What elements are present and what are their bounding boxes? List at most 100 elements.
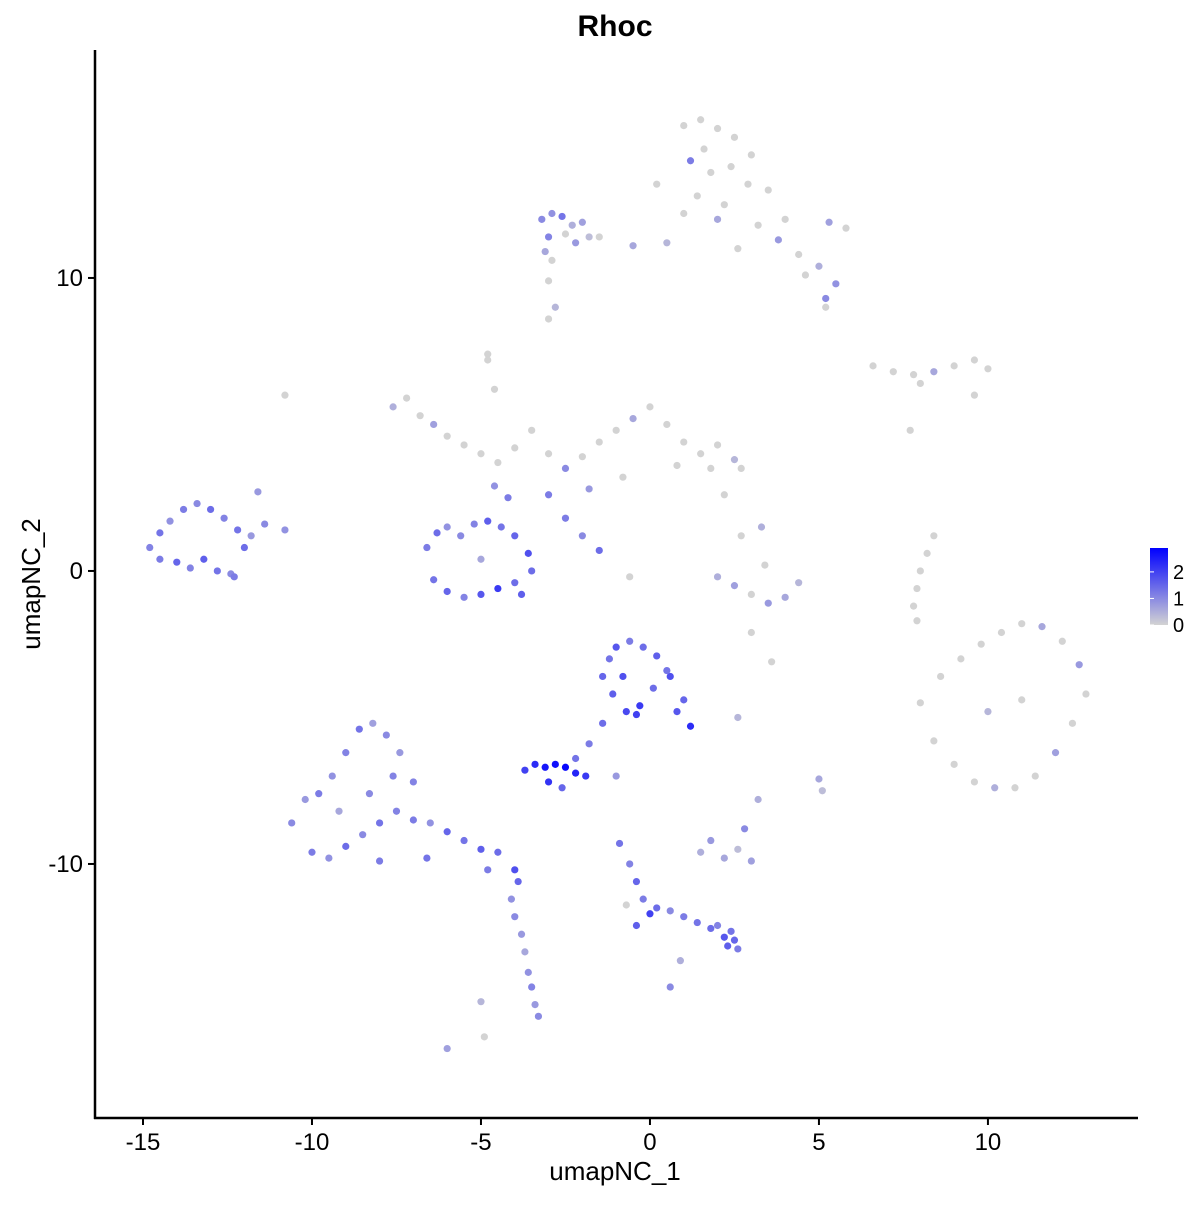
point — [484, 350, 492, 358]
point — [639, 643, 647, 651]
point — [720, 854, 728, 862]
point — [764, 186, 772, 194]
point — [680, 913, 688, 921]
point — [663, 239, 671, 247]
point — [666, 983, 674, 991]
point — [511, 913, 519, 921]
point — [548, 209, 556, 218]
point — [906, 426, 914, 434]
point — [146, 543, 154, 552]
point — [740, 825, 749, 833]
point — [680, 209, 688, 218]
point — [774, 236, 782, 244]
point — [375, 819, 384, 827]
point — [970, 778, 979, 786]
point — [930, 368, 938, 376]
point — [599, 719, 607, 727]
point — [622, 708, 630, 716]
point — [747, 151, 755, 159]
point — [747, 590, 755, 599]
point — [423, 543, 431, 552]
point — [325, 854, 333, 862]
point — [622, 901, 630, 909]
point — [561, 514, 570, 522]
point — [585, 233, 593, 241]
point — [494, 458, 502, 467]
point — [342, 749, 350, 757]
point — [909, 602, 918, 610]
point — [315, 790, 323, 798]
point — [984, 708, 992, 716]
point — [460, 836, 468, 845]
point — [409, 816, 417, 824]
point — [544, 450, 553, 458]
point — [686, 157, 695, 165]
point — [544, 778, 553, 786]
point — [206, 505, 215, 514]
point — [179, 505, 188, 514]
point — [457, 532, 465, 540]
point — [713, 441, 722, 449]
point — [680, 438, 688, 446]
point — [727, 163, 735, 171]
point — [713, 573, 722, 581]
point — [730, 133, 739, 141]
point — [605, 655, 614, 663]
point — [680, 696, 688, 704]
point — [430, 420, 438, 429]
point — [484, 356, 492, 364]
point — [261, 520, 269, 528]
point — [818, 787, 826, 795]
point — [517, 930, 526, 938]
point — [768, 658, 776, 666]
point — [504, 494, 512, 502]
point — [673, 461, 681, 470]
point — [673, 708, 681, 716]
point — [213, 567, 221, 575]
point — [619, 672, 627, 681]
point — [822, 303, 830, 311]
point — [534, 1012, 543, 1020]
point — [460, 441, 468, 449]
point — [997, 628, 1006, 637]
point — [720, 491, 728, 499]
point — [1031, 772, 1039, 780]
point — [686, 722, 695, 730]
point — [443, 432, 451, 440]
x-tick-label: 10 — [975, 1129, 1002, 1156]
point — [676, 957, 684, 965]
point — [528, 567, 536, 575]
point — [707, 464, 715, 473]
point — [730, 456, 739, 464]
point — [528, 426, 536, 434]
x-tick-label: 0 — [643, 1129, 656, 1156]
point — [781, 593, 789, 601]
point — [544, 315, 553, 323]
point — [1075, 661, 1083, 669]
point — [288, 819, 296, 827]
point — [626, 637, 634, 645]
point — [747, 628, 755, 637]
point — [1018, 696, 1026, 704]
point — [632, 921, 641, 930]
point — [734, 713, 742, 722]
point — [734, 845, 742, 853]
y-axis-title: umapNC_2 — [16, 518, 46, 650]
point — [697, 116, 705, 124]
point — [409, 778, 417, 786]
point — [490, 385, 499, 393]
point — [193, 499, 201, 508]
point — [632, 710, 641, 719]
point — [744, 180, 752, 188]
point — [544, 491, 553, 499]
point — [477, 845, 485, 853]
point — [561, 763, 570, 771]
point — [548, 256, 556, 264]
point — [551, 303, 559, 311]
point — [578, 218, 586, 226]
point — [626, 860, 634, 868]
point — [632, 877, 641, 886]
point — [747, 857, 755, 865]
point — [832, 280, 840, 288]
